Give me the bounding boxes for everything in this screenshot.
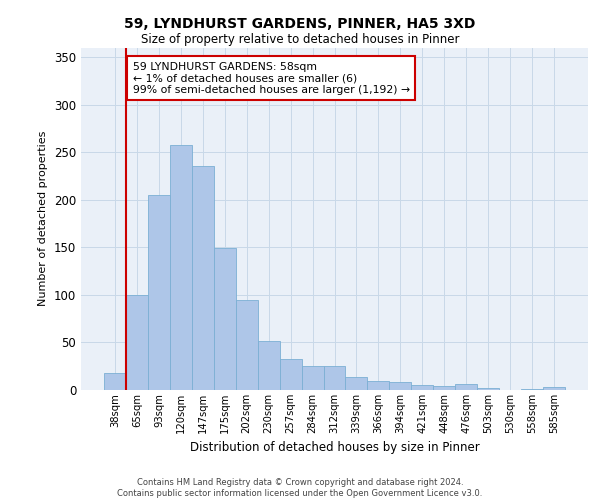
Bar <box>367 382 389 390</box>
Bar <box>280 358 302 390</box>
Bar <box>302 366 323 390</box>
Bar <box>521 389 543 390</box>
Bar <box>148 195 170 390</box>
Bar <box>323 366 346 390</box>
Bar <box>389 382 412 390</box>
Bar <box>346 376 367 390</box>
Bar <box>412 385 433 390</box>
Bar <box>543 387 565 390</box>
Bar <box>257 340 280 390</box>
Bar <box>214 248 236 390</box>
Text: 59 LYNDHURST GARDENS: 58sqm
← 1% of detached houses are smaller (6)
99% of semi-: 59 LYNDHURST GARDENS: 58sqm ← 1% of deta… <box>133 62 410 95</box>
Text: Contains HM Land Registry data © Crown copyright and database right 2024.
Contai: Contains HM Land Registry data © Crown c… <box>118 478 482 498</box>
Bar <box>433 386 455 390</box>
X-axis label: Distribution of detached houses by size in Pinner: Distribution of detached houses by size … <box>190 442 479 454</box>
Bar <box>192 166 214 390</box>
Bar <box>236 300 257 390</box>
Bar <box>126 295 148 390</box>
Bar <box>477 388 499 390</box>
Text: 59, LYNDHURST GARDENS, PINNER, HA5 3XD: 59, LYNDHURST GARDENS, PINNER, HA5 3XD <box>124 18 476 32</box>
Bar <box>455 384 477 390</box>
Bar <box>170 146 192 390</box>
Bar <box>104 373 126 390</box>
Y-axis label: Number of detached properties: Number of detached properties <box>38 131 49 306</box>
Text: Size of property relative to detached houses in Pinner: Size of property relative to detached ho… <box>141 32 459 46</box>
